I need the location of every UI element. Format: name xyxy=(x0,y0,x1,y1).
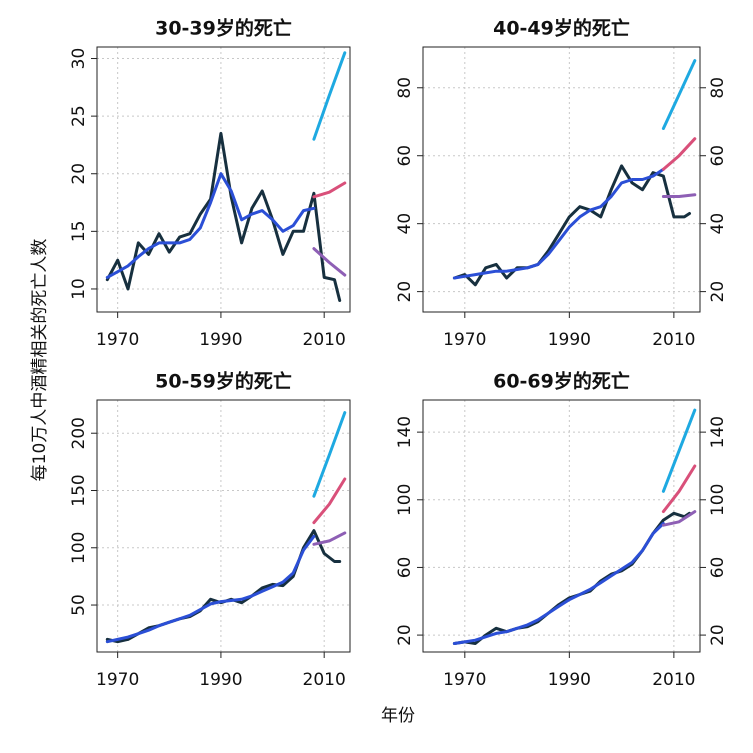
panel-title: 50-59岁的死亡 xyxy=(155,370,292,393)
y-tick-label: 60 xyxy=(395,145,415,167)
series-line xyxy=(105,131,342,302)
series-line xyxy=(105,172,316,279)
series-line xyxy=(312,531,347,546)
series-line xyxy=(452,167,665,280)
y2-tick-label: 140 xyxy=(708,416,728,448)
y-tick-label: 30 xyxy=(69,48,89,70)
x-tick-label: 1970 xyxy=(96,330,139,350)
y-tick-label: 80 xyxy=(395,77,415,99)
x-tick-label: 2010 xyxy=(652,330,695,350)
series-line xyxy=(312,247,347,277)
series-line xyxy=(661,510,697,527)
plot-frame xyxy=(422,399,701,653)
series-line xyxy=(661,59,697,130)
series-line xyxy=(312,181,347,199)
x-tick-label: 1990 xyxy=(548,670,591,690)
y-tick-label: 20 xyxy=(395,624,415,646)
x-tick-label: 1970 xyxy=(96,670,139,690)
x-tick-label: 1990 xyxy=(199,330,242,350)
y-tick-label: 100 xyxy=(69,532,89,564)
series-line xyxy=(452,522,665,645)
plot-frame xyxy=(96,46,351,313)
x-tick-label: 1990 xyxy=(199,670,242,690)
y-tick-label: 50 xyxy=(69,594,89,616)
series-line xyxy=(661,464,697,514)
y-tick-label: 15 xyxy=(69,221,89,243)
x-tick-label: 2010 xyxy=(652,670,695,690)
panel-title: 60-69岁的死亡 xyxy=(493,370,630,393)
y-tick-label: 25 xyxy=(69,105,89,127)
y2-tick-label: 100 xyxy=(708,484,728,516)
y-tick-label: 10 xyxy=(69,278,89,300)
y2-tick-label: 20 xyxy=(708,281,728,303)
y2-tick-label: 60 xyxy=(708,145,728,167)
x-axis-label: 年份 xyxy=(381,706,415,726)
series-line xyxy=(312,51,347,141)
panel-title: 30-39岁的死亡 xyxy=(155,17,292,40)
series-line xyxy=(105,534,316,644)
y-tick-label: 60 xyxy=(395,557,415,579)
series-line xyxy=(661,137,697,171)
series-line xyxy=(661,193,697,198)
y-tick-label: 140 xyxy=(395,416,415,448)
y2-tick-label: 40 xyxy=(708,213,728,235)
y-tick-label: 200 xyxy=(69,417,89,449)
series-line xyxy=(661,408,697,493)
series-line xyxy=(312,411,347,498)
y-tick-label: 40 xyxy=(395,213,415,235)
plot-frame xyxy=(422,46,701,313)
y-tick-label: 20 xyxy=(395,281,415,303)
plot-frame xyxy=(96,399,351,653)
y-tick-label: 20 xyxy=(69,163,89,185)
x-tick-label: 2010 xyxy=(303,330,346,350)
y2-tick-label: 80 xyxy=(708,77,728,99)
panel-title: 40-49岁的死亡 xyxy=(493,17,630,40)
y-tick-label: 100 xyxy=(395,484,415,516)
x-tick-label: 1970 xyxy=(443,670,486,690)
x-tick-label: 2010 xyxy=(303,670,346,690)
series-line xyxy=(312,477,347,525)
y-tick-label: 150 xyxy=(69,474,89,506)
y2-tick-label: 20 xyxy=(708,624,728,646)
y-axis-label: 每10万人中酒精相关的死亡人数 xyxy=(30,239,50,482)
x-tick-label: 1970 xyxy=(443,330,486,350)
x-tick-label: 1990 xyxy=(548,330,591,350)
y2-tick-label: 60 xyxy=(708,557,728,579)
